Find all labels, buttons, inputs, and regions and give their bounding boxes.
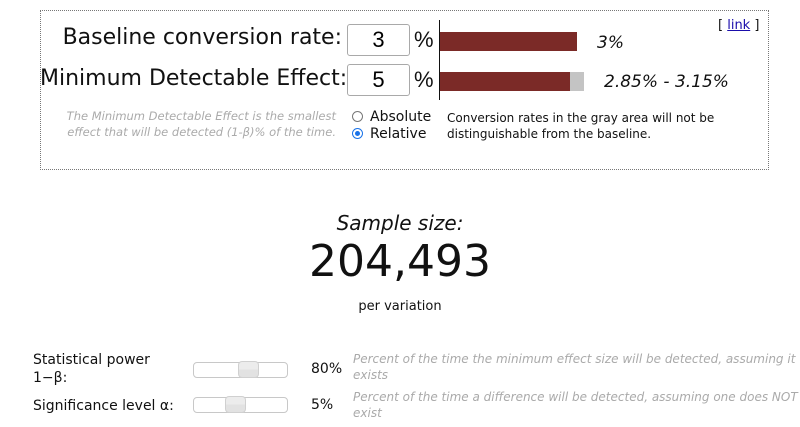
link-bracket-close: ] bbox=[750, 18, 760, 33]
power-slider-thumb[interactable] bbox=[238, 361, 259, 378]
radio-relative-label: Relative bbox=[370, 125, 427, 142]
link-bracket-open: [ bbox=[718, 18, 728, 33]
radio-absolute-label: Absolute bbox=[370, 108, 432, 125]
sample-size-title: Sample size: bbox=[336, 211, 464, 235]
radio-relative[interactable]: Relative bbox=[352, 125, 431, 142]
baseline-unit: % bbox=[414, 27, 434, 52]
gray-area-note: Conversion rates in the gray area will n… bbox=[447, 111, 715, 141]
mde-unit: % bbox=[414, 67, 434, 92]
mde-mode-group: Absolute Relative bbox=[352, 108, 431, 142]
baseline-bar-label: 3% bbox=[597, 33, 624, 53]
link[interactable]: link bbox=[727, 18, 751, 33]
significance-value: 5% bbox=[311, 397, 334, 413]
power-description: Percent of the time the minimum effect s… bbox=[353, 352, 796, 382]
mde-bar-lower bbox=[440, 72, 570, 91]
mde-gray-area bbox=[570, 72, 584, 91]
baseline-bar bbox=[440, 32, 577, 51]
power-label-line2: 1−β: bbox=[33, 370, 68, 386]
power-value: 80% bbox=[311, 361, 343, 377]
mde-label: Minimum Detectable Effect: bbox=[40, 66, 348, 91]
per-variation-label: per variation bbox=[358, 299, 442, 314]
significance-description: Percent of the time a difference will be… bbox=[353, 390, 798, 420]
bar-axis bbox=[439, 20, 440, 100]
mde-input[interactable] bbox=[347, 64, 410, 96]
power-label-line1: Statistical power bbox=[33, 352, 150, 368]
mde-range-label: 2.85% - 3.15% bbox=[604, 72, 729, 92]
sample-size-value: 204,493 bbox=[309, 236, 491, 287]
radio-relative-icon[interactable] bbox=[352, 128, 363, 139]
baseline-label: Baseline conversion rate: bbox=[62, 25, 342, 50]
radio-absolute[interactable]: Absolute bbox=[352, 108, 431, 125]
baseline-input[interactable] bbox=[347, 24, 410, 56]
calculator-panel bbox=[40, 10, 769, 170]
link-wrapper: [ link ] bbox=[718, 18, 759, 33]
radio-absolute-icon[interactable] bbox=[352, 111, 363, 122]
significance-label: Significance level α: bbox=[33, 398, 174, 414]
mde-hint: The Minimum Detectable Effect is the sma… bbox=[66, 109, 336, 139]
significance-slider-thumb[interactable] bbox=[225, 396, 246, 413]
power-label: Statistical power 1−β: bbox=[33, 351, 150, 387]
